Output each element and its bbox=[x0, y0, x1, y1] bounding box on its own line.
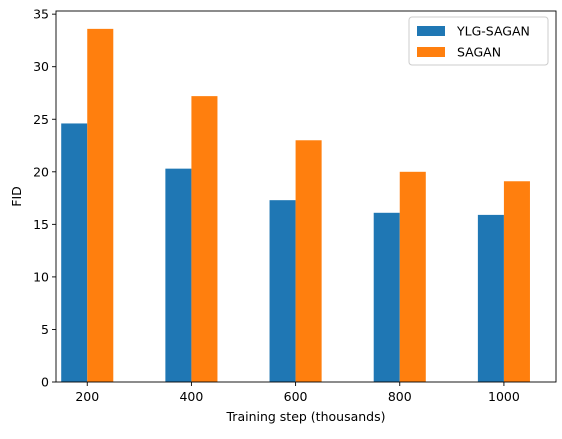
y-tick-label: 15 bbox=[33, 217, 49, 232]
x-axis-label: Training step (thousands) bbox=[226, 409, 386, 424]
y-axis-label: FID bbox=[9, 186, 24, 207]
legend-label: YLG-SAGAN bbox=[456, 24, 530, 39]
bar-sagan-800 bbox=[399, 171, 426, 382]
bar-sagan-400 bbox=[191, 96, 218, 382]
bar-sagan-200 bbox=[87, 28, 114, 383]
bars-layer bbox=[61, 28, 530, 383]
y-tick-label: 10 bbox=[33, 269, 49, 284]
bar-ylg-sagan-600 bbox=[269, 200, 296, 382]
y-tick-label: 25 bbox=[33, 112, 49, 127]
bar-ylg-sagan-800 bbox=[373, 212, 400, 382]
legend-swatch bbox=[417, 47, 445, 57]
y-tick-label: 5 bbox=[41, 322, 49, 337]
y-tick-label: 0 bbox=[41, 375, 49, 390]
y-tick-label: 35 bbox=[33, 7, 49, 22]
y-tick-label: 30 bbox=[33, 59, 49, 74]
x-tick-label: 1000 bbox=[488, 389, 520, 404]
axes-layer: 0 5 10 15 20 25 30 35 200 400 600 800 1000 bbox=[33, 7, 557, 404]
bar-ylg-sagan-400 bbox=[165, 168, 192, 382]
x-tick-label: 600 bbox=[284, 389, 308, 404]
plot-frame bbox=[55, 10, 557, 383]
x-tick-label: 400 bbox=[179, 389, 203, 404]
bar-sagan-1000 bbox=[503, 181, 530, 382]
x-tick-label: 200 bbox=[75, 389, 99, 404]
bar-ylg-sagan-200 bbox=[61, 123, 88, 383]
legend-label: SAGAN bbox=[457, 45, 501, 60]
legend: YLG-SAGAN SAGAN bbox=[408, 16, 549, 66]
x-tick-label: 800 bbox=[388, 389, 412, 404]
legend-swatch bbox=[417, 26, 445, 36]
y-tick-label: 20 bbox=[33, 164, 49, 179]
bar-sagan-600 bbox=[295, 140, 322, 382]
bar-ylg-sagan-1000 bbox=[477, 214, 504, 382]
